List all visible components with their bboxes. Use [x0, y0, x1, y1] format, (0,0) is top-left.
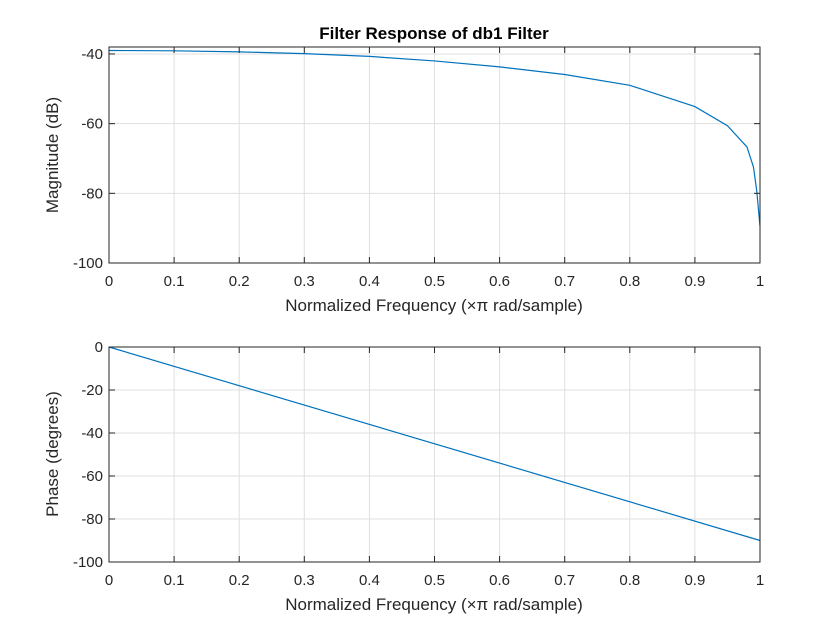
magnitude-axes: 0 0.1 0.2 0.3 0.4 0.5 0.6 0.7 0.8 0.9 1 -40 -60 -80 -1… — [43, 46, 764, 315]
phase-ytick-label: 0 — [95, 339, 103, 356]
magnitude-ytick-label: -60 — [81, 116, 103, 133]
phase-ytick-label: -60 — [81, 468, 103, 485]
phase-ytick-label: -80 — [81, 511, 103, 528]
phase-xtick-label: 0.7 — [554, 572, 575, 589]
phase-tick-labels: 0 0.1 0.2 0.3 0.4 0.5 0.6 0.7 0.8 0.9 1 0 -20 -40 -60 -… — [73, 339, 764, 589]
magnitude-ytick-label: -100 — [73, 255, 103, 272]
phase-xlabel: Normalized Frequency (×π rad/sample) — [285, 595, 583, 614]
magnitude-grid — [108, 47, 761, 264]
magnitude-ticks — [108, 47, 761, 264]
phase-xtick-label: 0.5 — [424, 572, 445, 589]
chart-title: Filter Response of db1 Filter — [319, 24, 549, 43]
phase-xtick-label: 0 — [105, 572, 113, 589]
magnitude-ytick-label: -80 — [81, 185, 103, 202]
magnitude-ytick-label: -40 — [81, 46, 103, 63]
magnitude-series-line — [108, 49, 761, 227]
phase-grid — [108, 346, 761, 563]
magnitude-xtick-label: 0.2 — [229, 273, 250, 290]
phase-xtick-label: 0.2 — [229, 572, 250, 589]
phase-xtick-label: 1 — [756, 572, 764, 589]
magnitude-tick-labels: 0 0.1 0.2 0.3 0.4 0.5 0.6 0.7 0.8 0.9 1 -40 -60 -80 -1… — [73, 46, 764, 290]
phase-xtick-label: 0.8 — [619, 572, 640, 589]
magnitude-xtick-label: 0.8 — [619, 273, 640, 290]
phase-xtick-label: 0.1 — [164, 572, 185, 589]
magnitude-xtick-label: 0.4 — [359, 273, 380, 290]
phase-xtick-label: 0.4 — [359, 572, 380, 589]
phase-ytick-label: -40 — [81, 425, 103, 442]
phase-xtick-label: 0.3 — [294, 572, 315, 589]
phase-ticks — [108, 346, 761, 563]
magnitude-xlabel: Normalized Frequency (×π rad/sample) — [285, 296, 583, 315]
phase-ylabel: Phase (degrees) — [43, 391, 62, 517]
magnitude-xtick-label: 1 — [756, 273, 764, 290]
magnitude-xtick-label: 0.5 — [424, 273, 445, 290]
phase-ytick-label: -20 — [81, 382, 103, 399]
magnitude-xtick-label: 0.3 — [294, 273, 315, 290]
magnitude-xtick-label: 0.1 — [164, 273, 185, 290]
phase-xtick-label: 0.9 — [684, 572, 705, 589]
phase-ytick-label: -100 — [73, 554, 103, 571]
magnitude-xtick-label: 0.6 — [489, 273, 510, 290]
phase-axes: 0 0.1 0.2 0.3 0.4 0.5 0.6 0.7 0.8 0.9 1 0 -20 -40 -60 -… — [43, 339, 764, 614]
magnitude-xtick-label: 0 — [105, 273, 113, 290]
magnitude-xtick-label: 0.9 — [684, 273, 705, 290]
phase-xtick-label: 0.6 — [489, 572, 510, 589]
magnitude-ylabel: Magnitude (dB) — [43, 97, 62, 213]
magnitude-xtick-label: 0.7 — [554, 273, 575, 290]
phase-series-line — [108, 346, 761, 542]
